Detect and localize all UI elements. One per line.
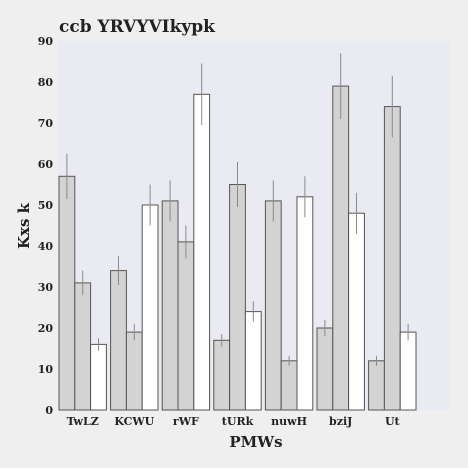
x-tick-label: KCWU: [114, 415, 154, 428]
bar-Ut-2: [399, 331, 417, 411]
x-tick-label: Ut: [385, 415, 401, 428]
x-tick-label: TwLZ: [67, 415, 99, 428]
y-tick-label: 10: [38, 363, 54, 376]
bar-KCWU-1: [125, 331, 143, 411]
x-tick-label: bziJ: [329, 415, 352, 428]
bar-nuwH-2: [296, 196, 314, 411]
bar-bziJ-2: [348, 212, 365, 411]
bar-rWF-0: [161, 200, 179, 411]
bar-Ut-1: [383, 106, 401, 411]
bar-KCWU-0: [110, 270, 127, 411]
bar-tURk-1: [229, 184, 246, 411]
x-axis-ticks: TwLZ KCWU rWF tURk nuwH bziJ Ut: [67, 415, 401, 428]
bar-Ut-0: [368, 360, 385, 411]
y-tick-label: 30: [38, 281, 54, 294]
bar-rWF-2: [193, 93, 211, 411]
y-tick-label: 40: [38, 240, 54, 253]
bar-KCWU-2: [141, 204, 159, 411]
bars-layer: [58, 85, 417, 411]
y-tick-label: 60: [38, 158, 54, 171]
y-axis-label: Kxs k: [15, 202, 33, 249]
y-tick-label: 90: [38, 35, 54, 48]
x-axis-label: PMWs: [229, 433, 282, 451]
bar-bziJ-1: [332, 85, 350, 411]
y-tick-label: 0: [45, 404, 53, 417]
bar-TwLZ-2: [90, 343, 107, 411]
chart-title: ccb YRVYVIkypk: [59, 17, 216, 37]
bar-nuwH-0: [264, 200, 282, 411]
x-tick-label: tURk: [222, 415, 254, 428]
bar-tURk-2: [244, 311, 262, 411]
bar-tURk-0: [213, 339, 231, 411]
y-axis-ticks: 0 10 20 30 40 50 60 70 80 90: [38, 35, 54, 417]
y-tick-label: 50: [38, 199, 54, 212]
bar-TwLZ-1: [74, 282, 92, 411]
bar-TwLZ-0: [58, 175, 76, 411]
error-bars-layer: [66, 53, 409, 366]
x-tick-label: rWF: [173, 415, 199, 428]
bar-bziJ-0: [316, 327, 334, 411]
y-tick-label: 20: [38, 322, 54, 335]
y-tick-label: 70: [38, 117, 54, 130]
bar-nuwH-1: [280, 360, 298, 411]
bar-rWF-1: [177, 241, 195, 411]
x-tick-label: nuwH: [271, 415, 307, 428]
y-tick-label: 80: [38, 76, 54, 89]
